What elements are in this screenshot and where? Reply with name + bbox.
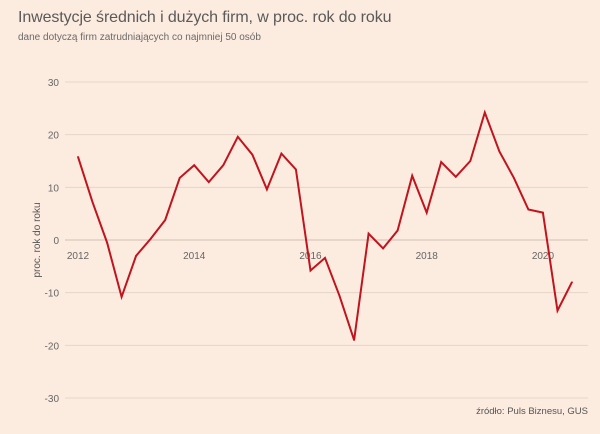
data-point <box>411 174 413 177</box>
data-point <box>440 161 443 163</box>
y-tick-label: -20 <box>45 341 60 352</box>
data-point <box>513 177 515 179</box>
data-point <box>91 201 94 203</box>
x-tick-label: 2020 <box>532 251 555 262</box>
y-tick-label: 30 <box>48 78 60 89</box>
data-point <box>237 135 239 138</box>
data-point <box>469 160 472 162</box>
y-axis-label: proc. rok do roku <box>32 202 43 277</box>
data-point <box>324 257 326 259</box>
x-axis: 2012 2014 2016 2018 2020 <box>67 251 555 262</box>
data-point <box>295 168 297 171</box>
data-point <box>484 111 486 114</box>
data-point <box>309 269 312 272</box>
data-point <box>207 181 210 183</box>
y-axis: -30 -20 -10 0 10 20 30 <box>45 78 60 405</box>
y-tick-label: 20 <box>48 131 60 142</box>
data-point <box>571 281 573 283</box>
series-layer <box>77 109 573 341</box>
x-tick-label: 2014 <box>183 251 206 262</box>
data-point <box>498 150 501 153</box>
y-tick-label: -30 <box>45 394 60 405</box>
data-point <box>527 208 530 211</box>
data-point <box>396 229 399 232</box>
data-point <box>251 153 254 156</box>
x-tick-label: 2012 <box>67 251 90 262</box>
gridlines <box>65 81 588 399</box>
x-tick-label: 2016 <box>299 251 322 262</box>
data-point <box>338 295 341 297</box>
data-point <box>106 241 108 244</box>
data-point <box>149 238 152 240</box>
y-tick-label: 10 <box>48 183 60 194</box>
data-point <box>353 339 355 341</box>
data-point <box>222 164 225 167</box>
data-point <box>164 219 166 221</box>
data-point <box>556 309 559 312</box>
y-tick-label: 0 <box>53 236 59 247</box>
data-point <box>135 255 137 257</box>
series-line <box>77 109 573 341</box>
data-point <box>367 232 370 235</box>
data-point <box>178 177 181 179</box>
chart-subtitle: dane dotyczą firm zatrudniających co naj… <box>18 32 261 43</box>
source-note: źródło: Puls Biznesu, GUS <box>476 406 588 417</box>
data-point <box>120 296 123 298</box>
data-point <box>193 164 196 167</box>
data-point <box>382 247 384 250</box>
data-point <box>77 155 79 158</box>
data-point <box>280 152 283 155</box>
data-point <box>425 211 428 214</box>
y-tick-label: -10 <box>45 289 60 300</box>
x-tick-label: 2018 <box>416 251 439 262</box>
data-point <box>454 176 457 178</box>
data-point <box>266 188 268 191</box>
data-point <box>542 211 544 214</box>
chart-title: Inwestycje średnich i dużych firm, w pro… <box>18 9 392 26</box>
